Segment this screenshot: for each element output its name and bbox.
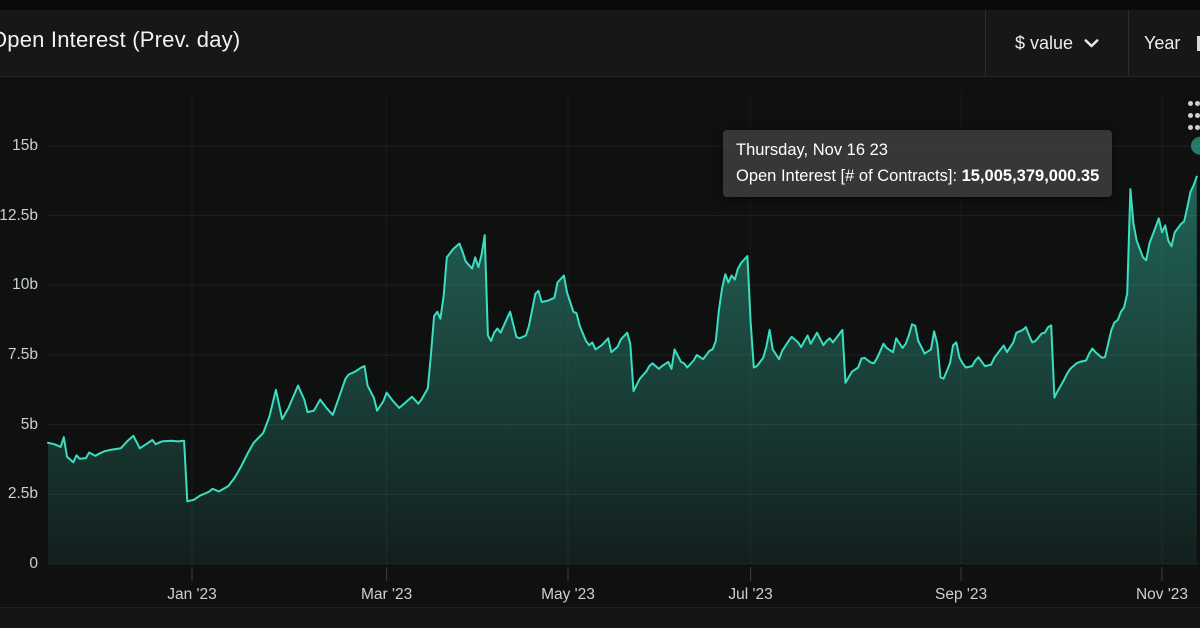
header-controls: $ value Year	[985, 10, 1200, 76]
unit-selector-dropdown[interactable]: $ value	[985, 10, 1128, 76]
clipped-control-fragment	[1197, 36, 1200, 51]
chart-header: Open Interest (Prev. day) $ value Year	[0, 10, 1200, 77]
menu-dot	[1195, 125, 1200, 130]
bottom-panel-edge	[0, 607, 1200, 628]
window-top-strip	[0, 0, 1200, 10]
tooltip-series-row: Open Interest [# of Contracts]: 15,005,3…	[736, 164, 1099, 190]
menu-dot	[1188, 101, 1193, 106]
chart-title: Open Interest (Prev. day)	[0, 27, 241, 52]
menu-dot	[1188, 113, 1193, 118]
chart-tooltip: Thursday, Nov 16 23 Open Interest [# of …	[723, 130, 1113, 198]
tooltip-value: 15,005,379,000.35	[961, 166, 1100, 185]
hover-point-marker	[1190, 136, 1200, 155]
tooltip-date: Thursday, Nov 16 23	[736, 141, 888, 159]
menu-dot	[1188, 125, 1193, 130]
series-line	[47, 175, 1198, 503]
menu-dot	[1195, 101, 1200, 106]
menu-dot	[1195, 113, 1200, 118]
range-selector-year[interactable]: Year	[1128, 10, 1200, 76]
area-fill	[48, 176, 1197, 564]
chevron-down-icon	[1084, 38, 1099, 47]
chart-menu-icon[interactable]	[1188, 101, 1200, 130]
tooltip-series-label: Open Interest [# of Contracts]:	[736, 166, 958, 185]
range-selector-label: Year	[1144, 32, 1181, 53]
unit-selector-label: $ value	[1014, 32, 1074, 53]
